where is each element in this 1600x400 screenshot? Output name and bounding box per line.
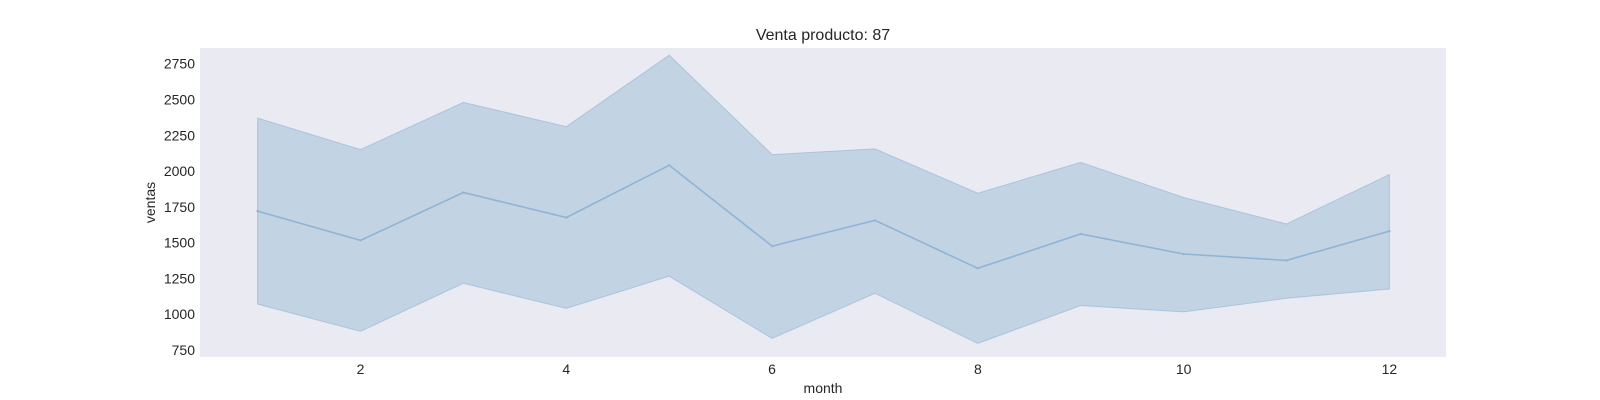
y-axis-label: ventas xyxy=(142,182,158,223)
y-tick-label: 1500 xyxy=(164,235,195,251)
data-point xyxy=(873,219,877,222)
x-tick-label: 2 xyxy=(357,361,365,377)
x-tick-label: 4 xyxy=(562,361,570,377)
y-tick-label: 2250 xyxy=(164,127,195,143)
x-tick-label: 12 xyxy=(1382,361,1398,377)
x-tick-label: 10 xyxy=(1176,361,1192,377)
data-point xyxy=(667,164,671,167)
data-point xyxy=(1285,259,1288,262)
data-point xyxy=(256,209,259,213)
x-tick-label: 6 xyxy=(768,361,776,377)
series-line xyxy=(257,164,1390,270)
data-point xyxy=(565,216,568,219)
chart-title: Venta producto: 87 xyxy=(756,27,890,44)
data-point xyxy=(359,239,362,242)
y-tick-label: 2500 xyxy=(164,92,195,108)
confidence-band-layer xyxy=(257,54,1390,344)
x-tick-label: 8 xyxy=(974,361,982,377)
data-point xyxy=(1079,232,1082,236)
data-point xyxy=(976,267,980,270)
y-tick-label: 750 xyxy=(172,342,196,358)
y-tick-label: 1000 xyxy=(164,306,195,322)
y-tick-label: 1250 xyxy=(164,270,195,286)
x-axis-ticks: 2 4 6 8 10 12 xyxy=(357,361,1398,377)
y-tick-label: 2750 xyxy=(164,56,195,72)
data-point xyxy=(770,244,774,248)
series-line-layer xyxy=(256,164,1391,270)
y-tick-label: 1750 xyxy=(164,199,195,215)
data-point xyxy=(1388,229,1391,233)
data-point xyxy=(1182,252,1185,256)
data-point xyxy=(462,191,465,194)
y-tick-label: 2000 xyxy=(164,163,195,179)
confidence-band xyxy=(257,54,1390,344)
y-axis-ticks: 750 1000 1250 1500 1750 2000 2250 2500 2750 xyxy=(164,56,195,358)
x-axis-label: month xyxy=(804,380,843,396)
